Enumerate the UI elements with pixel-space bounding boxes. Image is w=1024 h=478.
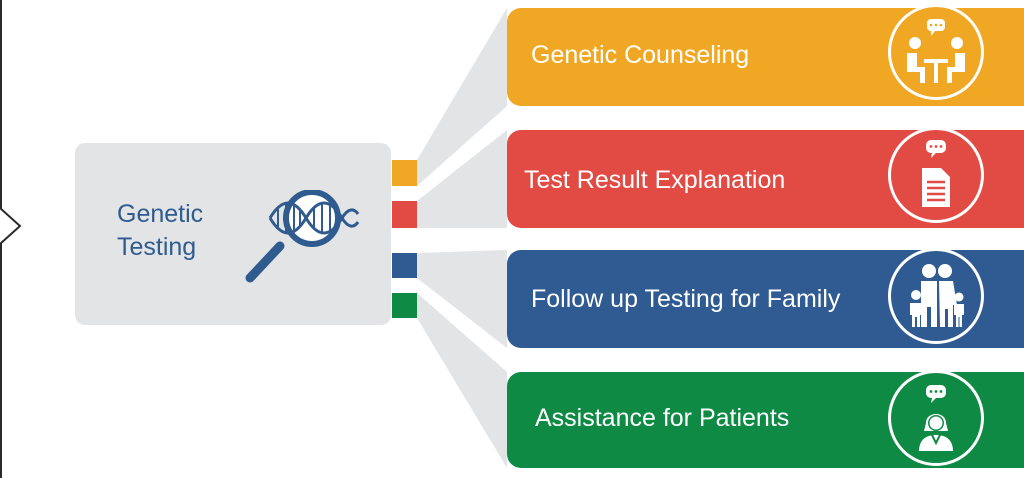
left-chevron-marker (0, 207, 22, 245)
connector-band-1 (417, 8, 507, 186)
badge-counseling (888, 4, 984, 100)
connector-band-2 (417, 130, 507, 228)
service-label-family: Follow up Testing for Family (531, 285, 841, 313)
hub-title: Genetic Testing (117, 198, 257, 264)
hub-title-line-1: Genetic (117, 200, 204, 228)
hub-title-line-2: Testing (117, 233, 197, 261)
counseling-meeting-icon (907, 19, 965, 83)
document-chat-icon (922, 140, 950, 207)
dna-magnifier-icon (245, 190, 360, 283)
connector-band-4 (417, 293, 507, 468)
family-icon (910, 264, 964, 327)
service-label-result: Test Result Explanation (524, 166, 786, 194)
hub-box (75, 143, 391, 325)
tab-counseling (392, 160, 417, 186)
connector-band-3 (417, 250, 507, 348)
service-label-counseling: Genetic Counseling (531, 41, 750, 69)
badge-family (888, 248, 984, 344)
tab-assistance (392, 293, 417, 318)
badge-result (888, 127, 984, 223)
badge-assistance (888, 370, 984, 466)
service-label-assistance: Assistance for Patients (535, 404, 790, 432)
tab-family (392, 253, 417, 278)
patient-support-icon (919, 385, 953, 451)
tab-result (392, 201, 417, 228)
